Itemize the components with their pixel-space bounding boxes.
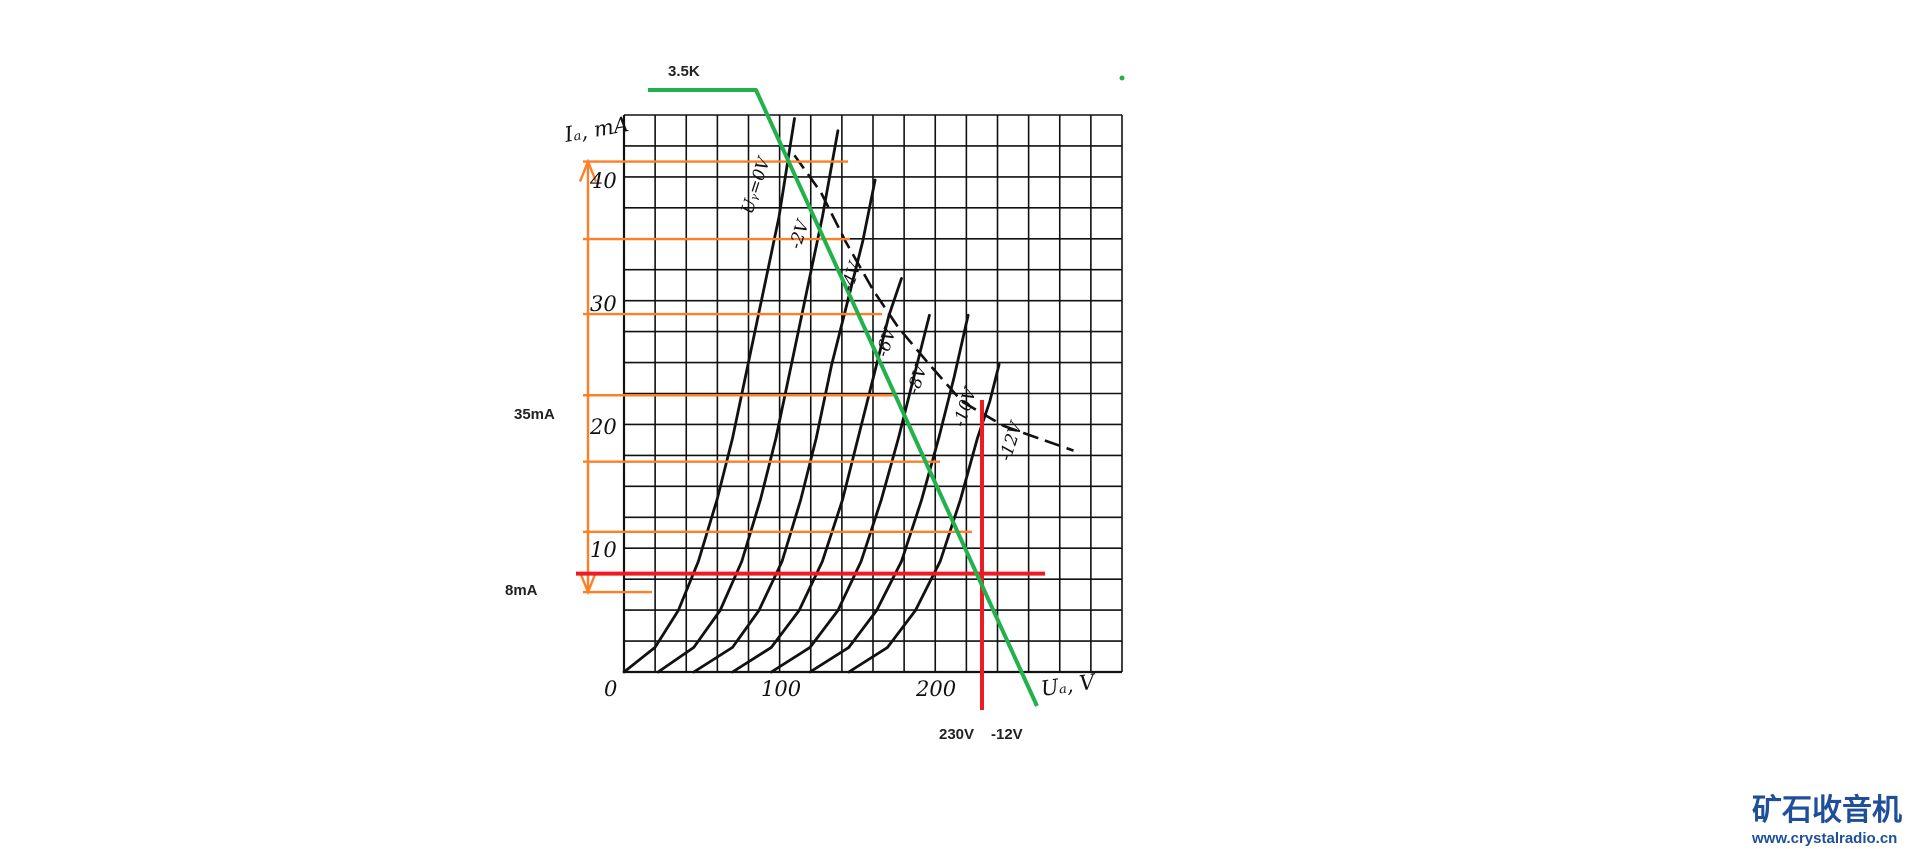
x-tick-label: 200 bbox=[915, 677, 956, 701]
swing-arrow-head-bottom bbox=[578, 571, 598, 596]
curve-label-1: -2V bbox=[786, 216, 814, 251]
y-tick-label: 10 bbox=[590, 538, 617, 562]
watermark-url: www.crystalradio.cn bbox=[1751, 830, 1897, 847]
grid-bias-label: -12V bbox=[991, 726, 1023, 743]
curve-label-5: -10V bbox=[950, 384, 982, 430]
plate-curve-1 bbox=[656, 129, 840, 674]
plate-curve-0 bbox=[622, 117, 796, 674]
plate-curve-3 bbox=[731, 277, 903, 674]
load-line bbox=[648, 88, 1039, 707]
load-line-overlays bbox=[576, 75, 1125, 710]
y-tick-label: 20 bbox=[589, 415, 617, 439]
y-axis-label: Iₐ, mA bbox=[562, 112, 631, 147]
curve-label-4: -8V bbox=[904, 361, 932, 396]
voltage-label: 230V bbox=[939, 726, 974, 743]
swing-label: 35mA bbox=[514, 406, 555, 423]
y-tick-label: 40 bbox=[589, 169, 617, 193]
plate-curve-6 bbox=[847, 363, 1001, 674]
y-tick-label: 30 bbox=[590, 292, 617, 316]
chart-grid bbox=[622, 114, 1123, 674]
x-tick-label: 100 bbox=[761, 677, 801, 701]
dissipation-curve bbox=[793, 154, 1074, 452]
x-tick-label: 0 bbox=[604, 677, 617, 701]
curve-label-3: -6V bbox=[873, 324, 901, 359]
plate-curve-4 bbox=[769, 313, 931, 674]
watermark-title: 矿石收音机 bbox=[1752, 793, 1902, 828]
swing-arrow-head-top bbox=[578, 158, 598, 182]
watermark: 矿石收音机 www.crystalradio.cn bbox=[1751, 793, 1902, 847]
x-axis-label: Uₐ, V bbox=[1039, 669, 1098, 701]
plate-curve-5 bbox=[808, 313, 970, 674]
green-dot bbox=[1119, 75, 1125, 81]
plate-curve-2 bbox=[692, 178, 877, 674]
current-label: 8mA bbox=[505, 582, 538, 599]
plate-curves bbox=[622, 117, 1074, 674]
load-line-label: 3.5K bbox=[668, 63, 700, 80]
